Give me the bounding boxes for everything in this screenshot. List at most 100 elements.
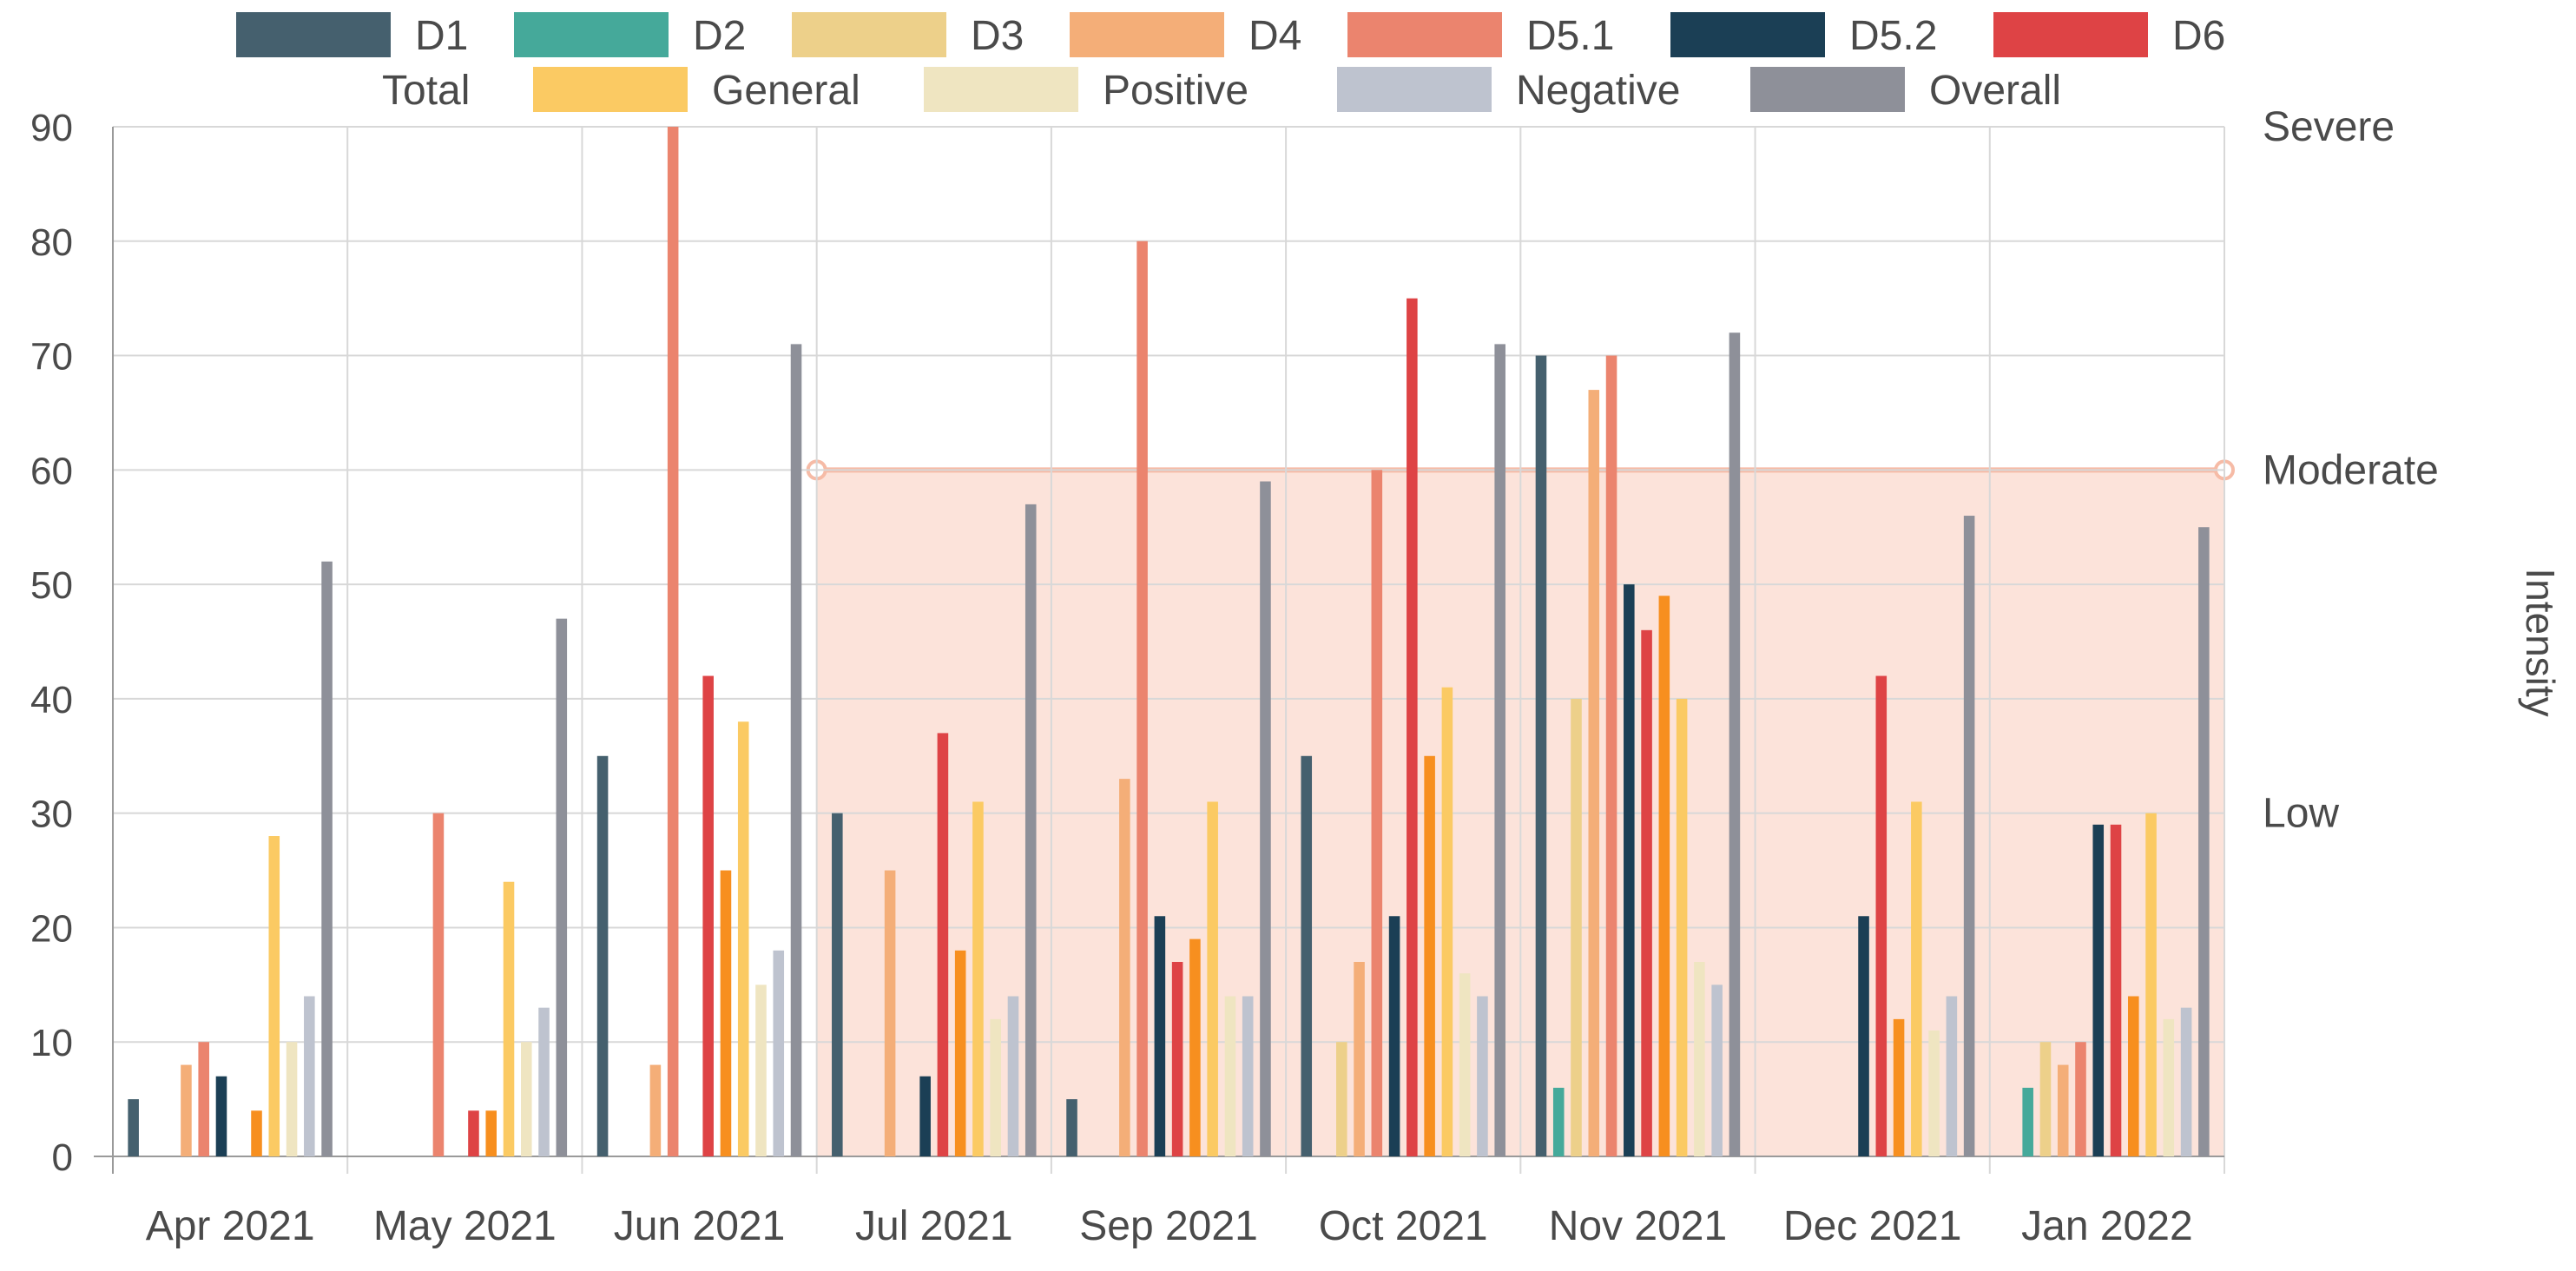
legend-swatch: [792, 12, 946, 57]
bar-general: [1441, 687, 1453, 1156]
bar-d6: [702, 675, 714, 1156]
legend-label: D2: [693, 13, 746, 59]
bar-d3: [1336, 1042, 1347, 1156]
bar-negative: [304, 996, 315, 1156]
bar-total: [251, 1110, 262, 1156]
bar-d4: [1119, 779, 1130, 1156]
bar-overall: [556, 618, 568, 1156]
legend-swatch: [1750, 67, 1905, 112]
bar-total: [485, 1110, 497, 1156]
bar-positive: [286, 1042, 298, 1156]
bar-positive: [1224, 996, 1236, 1156]
bar-d4: [2057, 1064, 2069, 1156]
bar-d4: [1354, 961, 1365, 1156]
bar-d5-1: [198, 1042, 209, 1156]
legend-label: D5.2: [1849, 13, 1937, 59]
bar-total: [1189, 938, 1201, 1156]
bar-overall: [1260, 481, 1271, 1156]
legend-label: D3: [971, 13, 1024, 59]
bar-d3: [1571, 698, 1582, 1156]
bar-positive: [755, 985, 767, 1156]
legend-swatch: [1993, 12, 2148, 57]
y-tick-label: 0: [52, 1136, 73, 1179]
bar-d4: [884, 870, 896, 1156]
bar-total: [2128, 996, 2139, 1156]
bar-total: [1893, 1018, 1905, 1156]
bar-d5-2: [1154, 916, 1166, 1156]
legend-label: D4: [1248, 13, 1301, 59]
bar-negative: [1946, 996, 1958, 1156]
bar-negative: [1711, 985, 1723, 1156]
bar-d4: [649, 1064, 662, 1156]
bar-d5-2: [1858, 916, 1869, 1156]
bar-general: [268, 836, 280, 1156]
right-axis-label: Low: [2263, 791, 2339, 837]
y-tick-label: 90: [30, 107, 73, 149]
bar-d5-2: [919, 1076, 931, 1156]
bar-d1: [832, 813, 843, 1156]
bar-d6: [468, 1110, 479, 1156]
y-axis-title: Intensity: [2518, 568, 2563, 716]
bar-d6: [1875, 675, 1888, 1156]
bar-d5-1: [667, 127, 679, 1156]
y-tick-label: 20: [30, 907, 73, 950]
legend-label: Positive: [1103, 68, 1248, 114]
bar-general: [1676, 698, 1688, 1156]
bar-negative: [2180, 1007, 2192, 1156]
legend-swatch: [533, 67, 688, 112]
bar-d5-1: [1605, 355, 1617, 1156]
bar-general: [1207, 801, 1218, 1156]
y-tick-label: 40: [30, 679, 73, 721]
bar-d5-1: [1371, 470, 1383, 1156]
y-tick-label: 30: [30, 794, 73, 836]
bar-d5-2: [1388, 916, 1400, 1156]
bar-d5-2: [2092, 824, 2105, 1156]
legend-label: D6: [2172, 13, 2225, 59]
y-tick-label: 10: [30, 1022, 73, 1064]
bar-d6: [1407, 298, 1418, 1157]
bar-d5-2: [1624, 584, 1635, 1156]
legend-swatch: [236, 12, 391, 57]
x-tick-label: May 2021: [373, 1203, 557, 1249]
bar-d1: [1301, 755, 1313, 1156]
bar-overall: [790, 344, 802, 1156]
bar-d1: [1535, 355, 1547, 1156]
legend-label: Total: [382, 68, 470, 114]
right-axis-label: Moderate: [2263, 447, 2439, 493]
bar-d1: [596, 755, 609, 1156]
bar-d4: [181, 1064, 192, 1156]
bar-general: [972, 801, 984, 1156]
bar-d2: [2022, 1087, 2033, 1156]
y-tick-label: 80: [30, 221, 73, 264]
x-tick-label: Apr 2021: [146, 1203, 315, 1249]
bar-d1: [128, 1099, 139, 1156]
bar-negative: [773, 950, 785, 1156]
bar-overall: [1729, 333, 1741, 1156]
bar-positive: [1928, 1031, 1940, 1156]
bar-d6: [1641, 629, 1652, 1156]
bar-d1: [1066, 1099, 1077, 1156]
bar-total: [1658, 596, 1670, 1156]
bar-overall: [1963, 516, 1975, 1156]
x-tick-label: Oct 2021: [1319, 1203, 1488, 1249]
x-tick-label: Dec 2021: [1783, 1203, 1961, 1249]
bar-positive: [990, 1018, 1001, 1156]
legend-label: Negative: [1516, 68, 1680, 114]
bar-total: [720, 870, 732, 1156]
bar-d6: [937, 733, 949, 1156]
bar-overall: [1494, 344, 1505, 1156]
y-tick-label: 50: [30, 564, 73, 607]
bar-overall: [1024, 504, 1037, 1156]
legend-swatch: [1670, 12, 1825, 57]
legend-label: D1: [415, 13, 468, 59]
bar-d5-1: [432, 813, 445, 1156]
bar-total: [1424, 755, 1435, 1156]
bar-d4: [1588, 390, 1600, 1157]
legend-swatch: [514, 12, 669, 57]
right-axis-label: Severe: [2263, 104, 2395, 150]
bar-negative: [1242, 996, 1254, 1156]
bar-positive: [2163, 1018, 2175, 1156]
x-tick-label: Jan 2022: [2021, 1203, 2193, 1249]
